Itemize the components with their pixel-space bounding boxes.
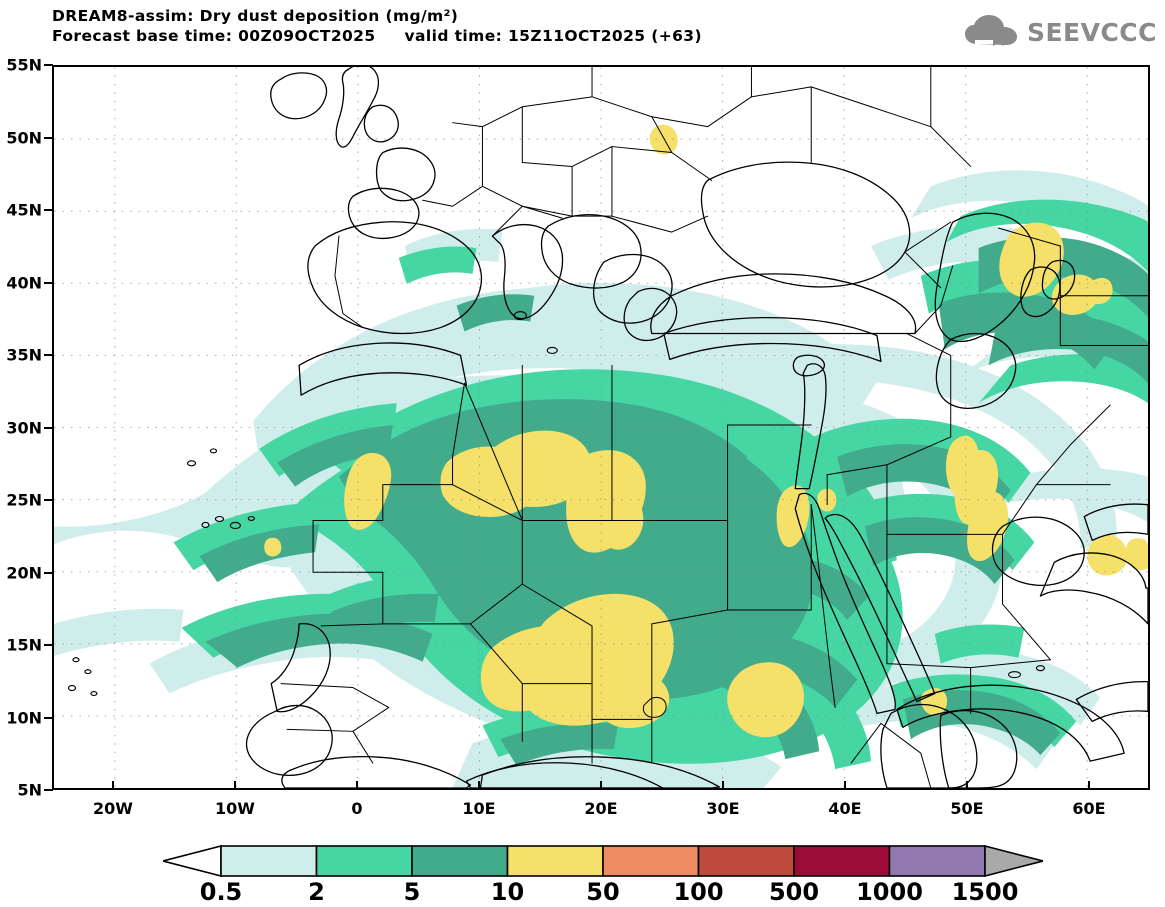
x-tick-mark bbox=[844, 781, 846, 790]
colorbar-tick-label: 10 bbox=[490, 878, 525, 906]
dust-deposition-map bbox=[54, 67, 1148, 788]
x-tick-mark bbox=[1088, 781, 1090, 790]
x-tick-label: 20W bbox=[93, 799, 133, 818]
y-tick-mark bbox=[44, 281, 53, 284]
colorbar-tick-label: 1000 bbox=[856, 878, 923, 906]
coastlines-and-borders bbox=[67, 67, 1148, 788]
x-tick-mark bbox=[722, 781, 724, 790]
colorbar-tick-label: 100 bbox=[673, 878, 724, 906]
x-tick-mark bbox=[234, 781, 236, 790]
colorbar-band bbox=[888, 845, 986, 877]
chart-subtitle: Forecast base time: 00Z09OCT2025 valid t… bbox=[52, 27, 702, 45]
y-tick-mark bbox=[44, 644, 53, 646]
cloud-arrow-icon bbox=[964, 15, 1017, 46]
colorbar-tick-label: 1500 bbox=[951, 878, 1019, 906]
y-tick-label: 10N bbox=[6, 708, 42, 727]
logo-text: SEEVCCC bbox=[1026, 17, 1157, 47]
colorbar-under-arrow bbox=[163, 845, 222, 877]
x-tick-mark bbox=[478, 781, 480, 790]
x-tick-label: 20E bbox=[584, 799, 618, 818]
seevccc-logo: SEEVCCC bbox=[963, 10, 1157, 54]
y-tick-label: 50N bbox=[6, 128, 42, 147]
x-tick-label: 60E bbox=[1072, 799, 1106, 818]
x-axis-ticks: 20W 10W 0 10E 20E 30E 40E 50E 60E bbox=[52, 781, 1150, 830]
x-tick-label: 50E bbox=[950, 799, 984, 818]
y-tick-label: 30N bbox=[6, 418, 42, 437]
y-tick-mark bbox=[44, 716, 53, 719]
colorbar-tick-label: 5 bbox=[403, 878, 421, 906]
y-tick-mark bbox=[44, 136, 53, 139]
colorbar-tick-label: 2 bbox=[308, 878, 325, 906]
y-tick-mark bbox=[44, 209, 53, 211]
x-tick-label: 10W bbox=[215, 799, 255, 818]
x-tick-label: 40E bbox=[828, 799, 862, 818]
y-tick-label: 5N bbox=[17, 780, 42, 800]
y-tick-mark bbox=[44, 571, 53, 574]
colorbar-band bbox=[793, 845, 891, 877]
x-tick-mark bbox=[112, 781, 114, 790]
y-tick-label: 40N bbox=[6, 273, 42, 292]
colorbar-band bbox=[220, 845, 318, 877]
y-tick-label: 55N bbox=[6, 55, 42, 75]
chart-title: DREAM8-assim: Dry dust deposition (mg/m²… bbox=[52, 7, 459, 25]
y-tick-mark bbox=[44, 64, 53, 66]
x-tick-mark bbox=[966, 781, 968, 790]
colorbar bbox=[163, 845, 1043, 877]
colorbar-tick-labels: 0.5 2 5 10 50 100 500 1000 1500 bbox=[0, 878, 1165, 907]
colorbar-band bbox=[697, 845, 795, 877]
y-tick-label: 15N bbox=[6, 635, 42, 655]
colorbar-band bbox=[602, 845, 700, 877]
x-tick-mark bbox=[356, 781, 358, 790]
y-tick-label: 35N bbox=[6, 345, 42, 365]
x-tick-label: 0 bbox=[351, 799, 363, 818]
y-tick-mark bbox=[44, 499, 53, 501]
colorbar-bands bbox=[163, 845, 1043, 877]
colorbar-band bbox=[411, 845, 509, 877]
colorbar-tick-label: 500 bbox=[768, 878, 820, 906]
x-tick-mark bbox=[600, 781, 602, 790]
colorbar-over-arrow bbox=[984, 845, 1043, 877]
y-tick-label: 20N bbox=[6, 563, 42, 582]
x-tick-label: 30E bbox=[706, 799, 740, 818]
map-plot-area bbox=[52, 65, 1150, 790]
y-tick-mark bbox=[44, 354, 53, 356]
colorbar-tick-label: 50 bbox=[586, 878, 620, 906]
y-tick-label: 45N bbox=[6, 200, 42, 220]
colorbar-band bbox=[506, 845, 604, 877]
y-axis-ticks: 55N 50N 45N 40N 35N 30N 25N 20N 15N 10N 5N bbox=[0, 0, 53, 907]
y-tick-mark bbox=[44, 426, 53, 429]
colorbar-tick-label: 0.5 bbox=[199, 878, 243, 906]
colorbar-band bbox=[315, 845, 413, 877]
chart-header: DREAM8-assim: Dry dust deposition (mg/m²… bbox=[52, 6, 812, 46]
x-tick-label: 10E bbox=[462, 799, 496, 818]
y-tick-label: 25N bbox=[6, 490, 42, 510]
y-tick-mark bbox=[44, 789, 53, 791]
